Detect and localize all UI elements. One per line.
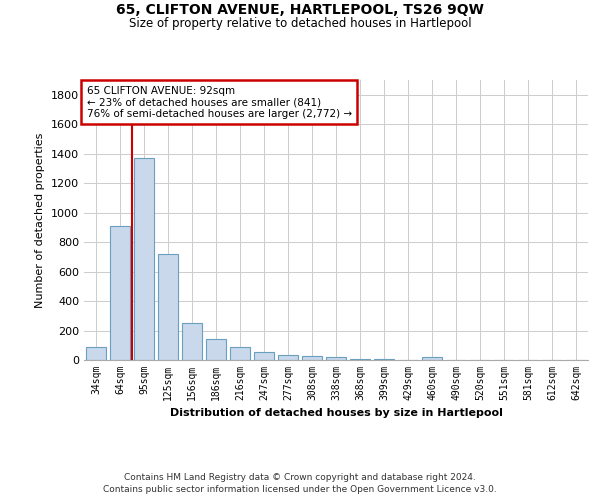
Text: 65, CLIFTON AVENUE, HARTLEPOOL, TS26 9QW: 65, CLIFTON AVENUE, HARTLEPOOL, TS26 9QW	[116, 2, 484, 16]
Bar	[350, 358, 370, 360]
Bar	[86, 348, 106, 360]
Bar	[230, 348, 250, 360]
Y-axis label: Number of detached properties: Number of detached properties	[35, 132, 46, 308]
Text: Contains HM Land Registry data © Crown copyright and database right 2024.: Contains HM Land Registry data © Crown c…	[124, 472, 476, 482]
Bar	[422, 357, 442, 360]
Bar	[206, 340, 226, 360]
Text: Size of property relative to detached houses in Hartlepool: Size of property relative to detached ho…	[128, 17, 472, 30]
Bar	[254, 352, 274, 360]
Bar	[302, 356, 322, 360]
Bar	[110, 226, 130, 360]
Bar	[374, 358, 394, 360]
Bar	[134, 158, 154, 360]
Bar	[182, 323, 202, 360]
Bar	[326, 357, 346, 360]
Bar	[158, 254, 178, 360]
Text: 65 CLIFTON AVENUE: 92sqm
← 23% of detached houses are smaller (841)
76% of semi-: 65 CLIFTON AVENUE: 92sqm ← 23% of detach…	[86, 86, 352, 119]
Text: Distribution of detached houses by size in Hartlepool: Distribution of detached houses by size …	[170, 408, 502, 418]
Bar	[278, 355, 298, 360]
Text: Contains public sector information licensed under the Open Government Licence v3: Contains public sector information licen…	[103, 485, 497, 494]
